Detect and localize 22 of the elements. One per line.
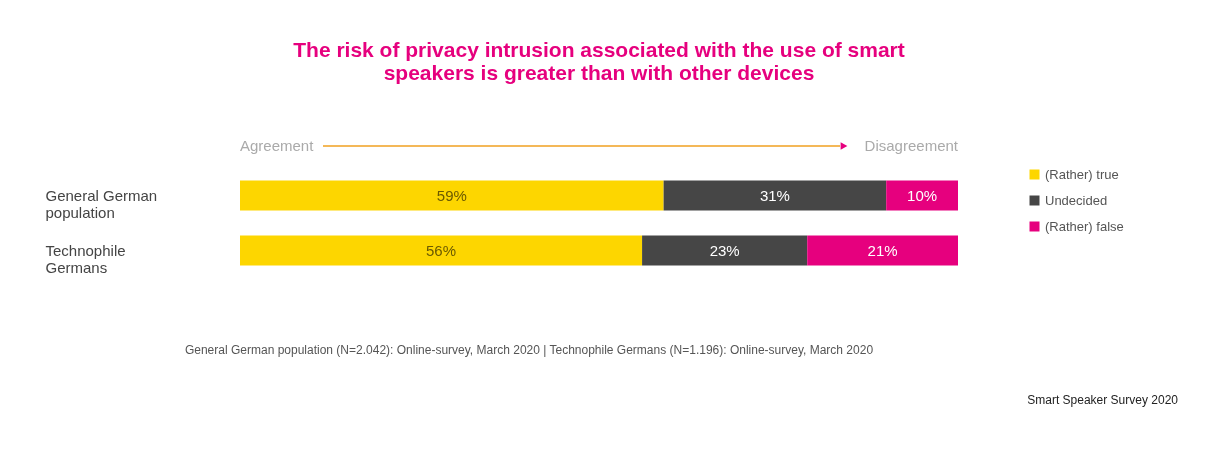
y-tick-label: General German population — [45, 186, 158, 221]
bar — [240, 235, 643, 266]
bar — [663, 180, 887, 211]
text: Disagreement — [864, 137, 959, 154]
bar — [240, 180, 664, 211]
bar — [642, 235, 808, 266]
text: General German population (N=2.042): Online-survey, March 2020 | Technophile Germans (N=1.196): Online-survey, March 2020 — [184, 343, 874, 357]
data-label: 31% — [759, 186, 790, 204]
bar — [807, 235, 958, 266]
data-label: 21% — [867, 241, 898, 259]
legend-label: (Rather) true — [1045, 166, 1119, 182]
data-label: 56% — [426, 241, 457, 259]
data-label: 59% — [436, 186, 467, 204]
bar — [886, 180, 958, 211]
data-label: 10% — [907, 186, 938, 204]
y-tick-label: Technophile Germans — [45, 241, 126, 276]
data-label: 23% — [709, 241, 740, 259]
text: Agreement — [240, 137, 315, 154]
text: Smart Speaker Survey 2020 — [1027, 393, 1179, 407]
legend-label: (Rather) false — [1045, 218, 1124, 234]
legend-label: Undecided — [1045, 192, 1108, 208]
chart-title: The risk of privacy intrusion associated with the use of smart speakers is greater than with other devices — [293, 38, 905, 84]
